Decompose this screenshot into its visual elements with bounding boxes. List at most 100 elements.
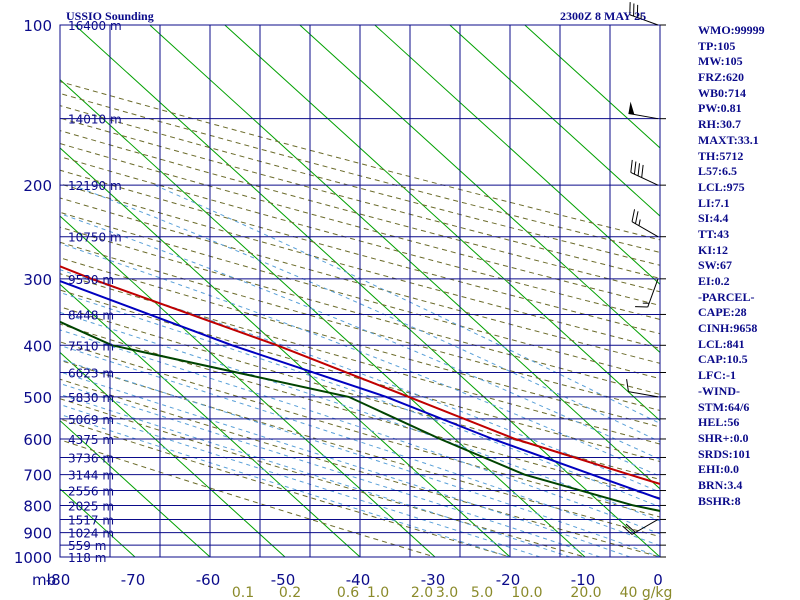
dry-adiabat-line bbox=[60, 92, 660, 253]
sounding-parameter: -PARCEL- bbox=[698, 289, 755, 304]
temperature-tick-label: 0 bbox=[653, 571, 663, 589]
pressure-tick-label: 700 bbox=[23, 467, 52, 485]
mixing-ratio-label: 2.0 bbox=[411, 585, 433, 600]
mixing-ratio-label: 10.0 bbox=[511, 585, 542, 600]
sounding-parameter: CINH:9658 bbox=[698, 321, 758, 336]
isotherm-line bbox=[60, 215, 436, 557]
mixing-ratio-label: 40 g/kg bbox=[620, 585, 673, 600]
height-label: 9530 m bbox=[68, 273, 114, 287]
dewpoint-profile-line bbox=[60, 320, 660, 512]
sounding-parameter: L57:6.5 bbox=[698, 164, 737, 179]
isotherm-line bbox=[60, 283, 361, 557]
parcel-profile-line bbox=[60, 279, 660, 500]
temperature-tick-label: -70 bbox=[121, 571, 146, 589]
wind-barb-feather bbox=[625, 523, 636, 533]
wind-barb-staff bbox=[628, 112, 659, 120]
wind-barb bbox=[629, 2, 659, 26]
sounding-parameter: CAP:10.5 bbox=[698, 352, 748, 367]
wind-barb-feather bbox=[634, 211, 639, 224]
moist-adiabat-line bbox=[60, 404, 541, 557]
pressure-tick-label: 300 bbox=[23, 271, 52, 289]
wind-barb bbox=[631, 209, 659, 238]
sounding-parameter: PW:0.81 bbox=[698, 101, 742, 116]
sounding-parameters-list: WMO:99999 TP:105 MW:105 FRZ:620 WB0:714 PW:0.… bbox=[698, 23, 765, 509]
isotherm-line bbox=[60, 351, 286, 557]
sounding-parameter: HEL:56 bbox=[698, 415, 740, 430]
pressure-tick-label: 900 bbox=[23, 525, 52, 543]
wind-barb-staff bbox=[630, 172, 659, 186]
isotherm-line bbox=[60, 419, 211, 557]
mixing-ratio-label: 0.2 bbox=[279, 585, 301, 600]
height-label: 4375 m bbox=[68, 433, 114, 447]
height-label: 16400 m bbox=[68, 19, 122, 33]
sounding-parameter: KI:12 bbox=[698, 242, 728, 257]
sounding-parameter: STM:64/6 bbox=[698, 399, 750, 414]
mixing-ratio-label: 1.0 bbox=[367, 585, 389, 600]
wind-barb-feather bbox=[631, 209, 636, 222]
height-label: 118 m bbox=[68, 551, 106, 565]
wind-barb-feather bbox=[630, 159, 633, 173]
sounding-parameter: EI:0.2 bbox=[698, 274, 730, 288]
wind-barb bbox=[626, 379, 659, 398]
moist-adiabat-line bbox=[60, 383, 601, 557]
height-label: 14010 m bbox=[68, 113, 122, 127]
sounding-parameter: WB0:714 bbox=[698, 85, 746, 100]
height-label: 1517 m bbox=[68, 513, 114, 527]
height-label: 7510 m bbox=[68, 339, 114, 353]
dry-adiabat-line bbox=[60, 211, 660, 380]
sounding-parameter: TT:43 bbox=[698, 226, 730, 241]
moist-adiabat-line bbox=[60, 358, 660, 557]
mixing-ratio-label: 3.0 bbox=[436, 585, 458, 600]
sounding-parameter: EHI:0.0 bbox=[698, 462, 740, 477]
moist-adiabat-line bbox=[60, 329, 660, 535]
height-label: 3736 m bbox=[68, 451, 114, 465]
temperature-tick-label: -80 bbox=[46, 571, 71, 589]
temperature-profile-line bbox=[60, 265, 660, 485]
dry-adiabat-line bbox=[60, 306, 660, 481]
x-axis-label: mb bbox=[32, 571, 56, 589]
pressure-tick-label: 1000 bbox=[14, 549, 52, 567]
height-label: 2556 m bbox=[68, 485, 114, 499]
temperature-tick-label: -20 bbox=[496, 571, 521, 589]
height-label: 12190 m bbox=[68, 179, 122, 193]
sounding-parameter: MAXT:33.1 bbox=[698, 132, 759, 147]
temperature-tick-label: -50 bbox=[271, 571, 296, 589]
wind-barb-staff bbox=[628, 391, 659, 398]
wind-barb-feather bbox=[633, 161, 637, 175]
dry-adiabat-line bbox=[60, 341, 660, 518]
temperature-tick-label: -60 bbox=[196, 571, 221, 589]
sounding-parameter: FRZ:620 bbox=[698, 70, 744, 85]
wind-barb-staff bbox=[631, 221, 659, 238]
plot-frame bbox=[59, 24, 661, 558]
dry-adiabat-line bbox=[60, 378, 660, 557]
pressure-tick-label: 400 bbox=[23, 337, 52, 355]
wind-barb bbox=[628, 101, 659, 120]
sounding-parameter: -WIND- bbox=[698, 383, 740, 398]
pressure-tick-label: 200 bbox=[23, 177, 52, 195]
wind-barb-feather bbox=[622, 525, 633, 535]
wind-barb-staff bbox=[631, 519, 659, 535]
dry-adiabat-line bbox=[60, 169, 660, 335]
wind-barb-staff bbox=[629, 14, 659, 26]
mixing-ratio-label: 0.6 bbox=[337, 585, 359, 600]
moist-adiabat-line bbox=[154, 184, 660, 424]
sounding-parameter: CAPE:28 bbox=[698, 305, 747, 320]
wind-barb bbox=[635, 278, 659, 308]
sounding-parameter: TH:5712 bbox=[698, 148, 744, 163]
sounding-parameter: LCL:975 bbox=[698, 179, 745, 194]
dry-adiabat-line bbox=[60, 398, 587, 557]
wind-barb-feather bbox=[637, 163, 641, 176]
height-label: 559 m bbox=[68, 539, 106, 553]
sounding-parameter: BSHR:8 bbox=[698, 493, 741, 508]
temperature-tick-label: -30 bbox=[421, 571, 446, 589]
isotherm-line bbox=[60, 147, 511, 557]
sounding-parameter: LI:7.1 bbox=[698, 195, 730, 210]
dry-adiabat-line bbox=[60, 359, 660, 538]
height-label: 8448 m bbox=[68, 308, 114, 322]
moist-adiabat-line bbox=[60, 393, 571, 557]
pressure-tick-label: 100 bbox=[23, 17, 52, 35]
height-label: 6623 m bbox=[68, 367, 114, 381]
isotherm-line bbox=[149, 25, 660, 490]
mixing-ratio-label: 20.0 bbox=[570, 585, 601, 600]
wind-barb bbox=[630, 159, 659, 186]
